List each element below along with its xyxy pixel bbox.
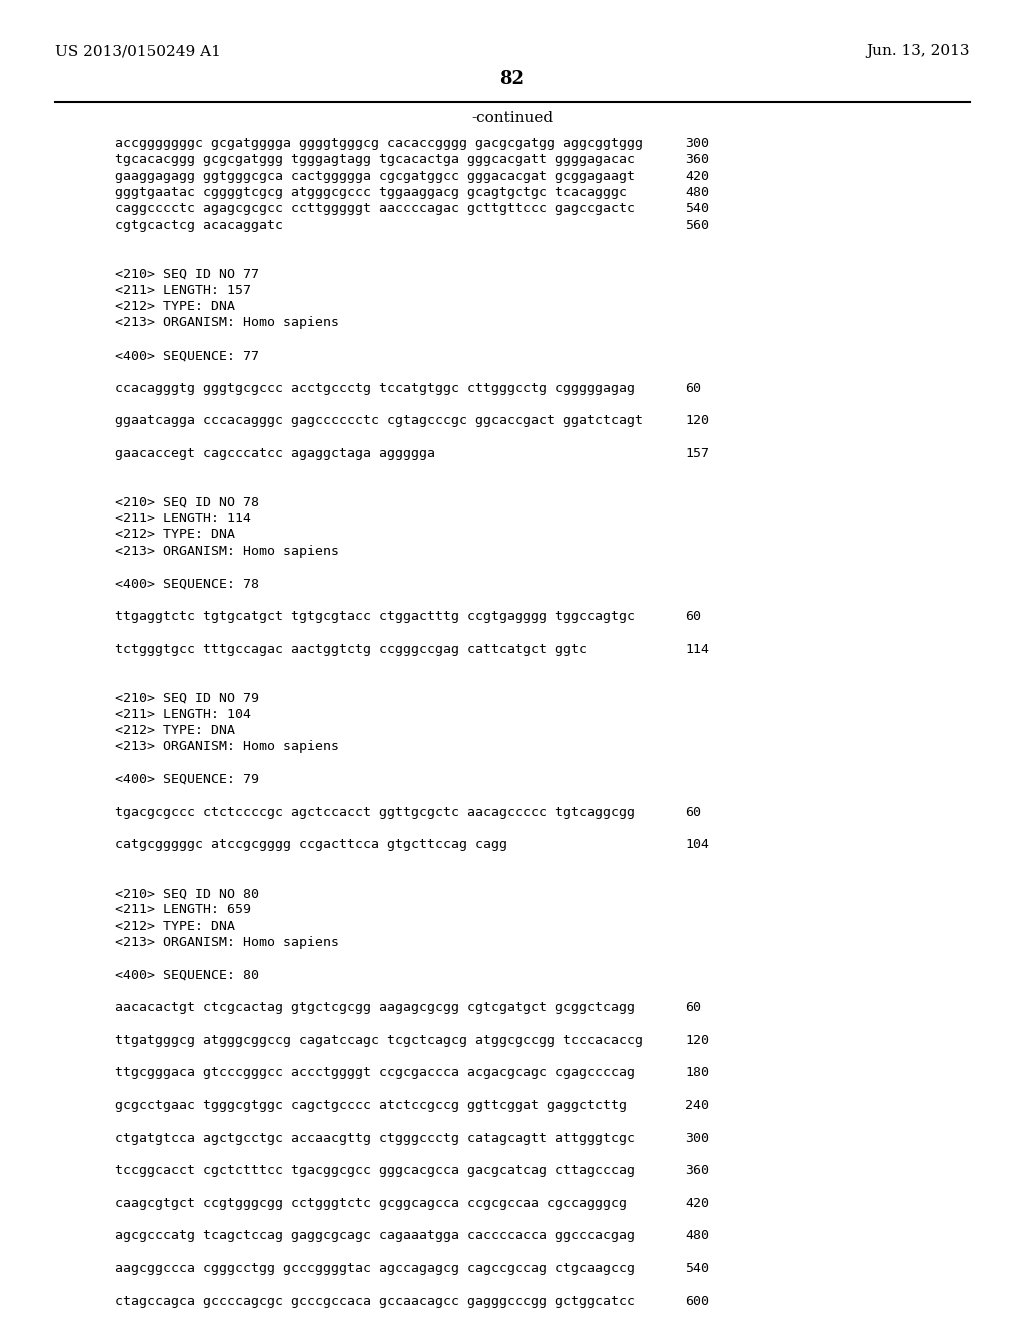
Text: 600: 600 [685,1295,709,1308]
Text: <212> TYPE: DNA: <212> TYPE: DNA [115,528,234,541]
Text: 540: 540 [685,1262,709,1275]
Text: 180: 180 [685,1067,709,1080]
Text: <213> ORGANISM: Homo sapiens: <213> ORGANISM: Homo sapiens [115,545,339,557]
Text: 360: 360 [685,153,709,166]
Text: 157: 157 [685,447,709,459]
Text: tgcacacggg gcgcgatggg tgggagtagg tgcacactga gggcacgatt ggggagacac: tgcacacggg gcgcgatggg tgggagtagg tgcacac… [115,153,635,166]
Text: ggaatcagga cccacagggc gagcccccctc cgtagcccgc ggcaccgact ggatctcagt: ggaatcagga cccacagggc gagcccccctc cgtagc… [115,414,643,428]
Text: tccggcacct cgctctttcc tgacggcgcc gggcacgcca gacgcatcag cttagcccag: tccggcacct cgctctttcc tgacggcgcc gggcacg… [115,1164,635,1177]
Text: <213> ORGANISM: Homo sapiens: <213> ORGANISM: Homo sapiens [115,317,339,330]
Text: <211> LENGTH: 659: <211> LENGTH: 659 [115,903,251,916]
Text: <212> TYPE: DNA: <212> TYPE: DNA [115,725,234,737]
Text: <213> ORGANISM: Homo sapiens: <213> ORGANISM: Homo sapiens [115,936,339,949]
Text: 300: 300 [685,137,709,150]
Text: gggtgaatac cggggtcgcg atgggcgccc tggaaggacg gcagtgctgc tcacagggc: gggtgaatac cggggtcgcg atgggcgccc tggaagg… [115,186,627,199]
Text: <210> SEQ ID NO 80: <210> SEQ ID NO 80 [115,887,259,900]
Text: 360: 360 [685,1164,709,1177]
Text: 420: 420 [685,170,709,182]
Text: aagcggccca cgggcctgg gcccggggtac agccagagcg cagccgccag ctgcaagccg: aagcggccca cgggcctgg gcccggggtac agccaga… [115,1262,635,1275]
Text: 104: 104 [685,838,709,851]
Text: tgacgcgccc ctctccccgc agctccacct ggttgcgctc aacagccccc tgtcaggcgg: tgacgcgccc ctctccccgc agctccacct ggttgcg… [115,805,635,818]
Text: <210> SEQ ID NO 78: <210> SEQ ID NO 78 [115,496,259,508]
Text: aacacactgt ctcgcactag gtgctcgcgg aagagcgcgg cgtcgatgct gcggctcagg: aacacactgt ctcgcactag gtgctcgcgg aagagcg… [115,1001,635,1014]
Text: 420: 420 [685,1197,709,1210]
Text: 480: 480 [685,186,709,199]
Text: ccacagggtg gggtgcgccc acctgccctg tccatgtggc cttgggcctg cgggggagag: ccacagggtg gggtgcgccc acctgccctg tccatgt… [115,381,635,395]
Text: 240: 240 [685,1100,709,1111]
Text: gaacaccegt cagcccatcc agaggctaga aggggga: gaacaccegt cagcccatcc agaggctaga aggggga [115,447,435,459]
Text: caagcgtgct ccgtgggcgg cctgggtctc gcggcagcca ccgcgccaa cgccagggcg: caagcgtgct ccgtgggcgg cctgggtctc gcggcag… [115,1197,627,1210]
Text: 480: 480 [685,1229,709,1242]
Text: catgcgggggc atccgcgggg ccgacttcca gtgcttccag cagg: catgcgggggc atccgcgggg ccgacttcca gtgctt… [115,838,507,851]
Text: 300: 300 [685,1131,709,1144]
Text: 540: 540 [685,202,709,215]
Text: 60: 60 [685,381,701,395]
Text: <400> SEQUENCE: 80: <400> SEQUENCE: 80 [115,969,259,982]
Text: ctagccagca gccccagcgc gcccgccaca gccaacagcc gagggcccgg gctggcatcc: ctagccagca gccccagcgc gcccgccaca gccaaca… [115,1295,635,1308]
Text: ttgcgggaca gtcccgggcc accctggggt ccgcgaccca acgacgcagc cgagccccag: ttgcgggaca gtcccgggcc accctggggt ccgcgac… [115,1067,635,1080]
Text: <213> ORGANISM: Homo sapiens: <213> ORGANISM: Homo sapiens [115,741,339,754]
Text: ctgatgtcca agctgcctgc accaacgttg ctgggccctg catagcagtt attgggtcgc: ctgatgtcca agctgcctgc accaacgttg ctgggcc… [115,1131,635,1144]
Text: 560: 560 [685,219,709,231]
Text: agcgcccatg tcagctccag gaggcgcagc cagaaatgga caccccacca ggcccacgag: agcgcccatg tcagctccag gaggcgcagc cagaaat… [115,1229,635,1242]
Text: gaaggagagg ggtgggcgca cactggggga cgcgatggcc gggacacgat gcggagaagt: gaaggagagg ggtgggcgca cactggggga cgcgatg… [115,170,635,182]
Text: 60: 60 [685,805,701,818]
Text: <212> TYPE: DNA: <212> TYPE: DNA [115,920,234,933]
Text: cgtgcactcg acacaggatc: cgtgcactcg acacaggatc [115,219,283,231]
Text: <210> SEQ ID NO 79: <210> SEQ ID NO 79 [115,692,259,705]
Text: <400> SEQUENCE: 79: <400> SEQUENCE: 79 [115,774,259,785]
Text: <400> SEQUENCE: 78: <400> SEQUENCE: 78 [115,577,259,590]
Text: 82: 82 [500,70,524,88]
Text: caggcccctc agagcgcgcc ccttgggggt aaccccagac gcttgttccc gagccgactc: caggcccctc agagcgcgcc ccttgggggt aacccca… [115,202,635,215]
Text: accgggggggc gcgatgggga ggggtgggcg cacaccgggg gacgcgatgg aggcggtggg: accgggggggc gcgatgggga ggggtgggcg cacacc… [115,137,643,150]
Text: US 2013/0150249 A1: US 2013/0150249 A1 [55,45,221,58]
Text: <211> LENGTH: 157: <211> LENGTH: 157 [115,284,251,297]
Text: <212> TYPE: DNA: <212> TYPE: DNA [115,300,234,313]
Text: <211> LENGTH: 104: <211> LENGTH: 104 [115,708,251,721]
Text: 60: 60 [685,1001,701,1014]
Text: <210> SEQ ID NO 77: <210> SEQ ID NO 77 [115,268,259,281]
Text: 60: 60 [685,610,701,623]
Text: gcgcctgaac tgggcgtggc cagctgcccc atctccgccg ggttcggat gaggctcttg: gcgcctgaac tgggcgtggc cagctgcccc atctccg… [115,1100,627,1111]
Text: tctgggtgcc tttgccagac aactggtctg ccgggccgag cattcatgct ggtc: tctgggtgcc tttgccagac aactggtctg ccgggcc… [115,643,587,656]
Text: ttgaggtctc tgtgcatgct tgtgcgtacc ctggactttg ccgtgagggg tggccagtgc: ttgaggtctc tgtgcatgct tgtgcgtacc ctggact… [115,610,635,623]
Text: -continued: -continued [471,111,553,125]
Text: <400> SEQUENCE: 77: <400> SEQUENCE: 77 [115,348,259,362]
Text: <211> LENGTH: 114: <211> LENGTH: 114 [115,512,251,525]
Text: 114: 114 [685,643,709,656]
Text: Jun. 13, 2013: Jun. 13, 2013 [866,45,970,58]
Text: ttgatgggcg atgggcggccg cagatccagc tcgctcagcg atggcgccgg tcccacaccg: ttgatgggcg atgggcggccg cagatccagc tcgctc… [115,1034,643,1047]
Text: 120: 120 [685,1034,709,1047]
Text: 120: 120 [685,414,709,428]
